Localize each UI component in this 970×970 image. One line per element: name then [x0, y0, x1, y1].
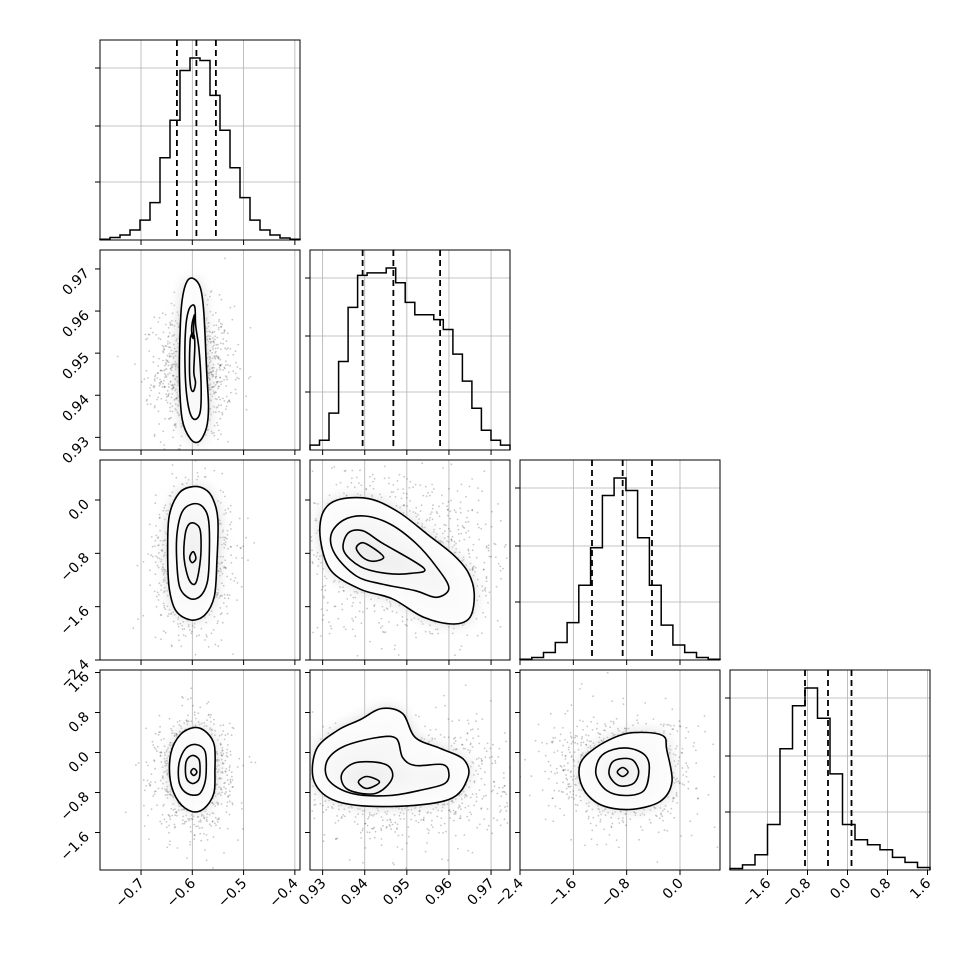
x-tick-label: 0.8	[867, 876, 894, 903]
panel-frame	[519, 459, 721, 661]
panel-frame	[309, 459, 511, 661]
x-tick-label: −0.5	[215, 876, 250, 911]
contour-line-4	[178, 277, 210, 444]
y-tick-label: 0.96	[59, 308, 92, 341]
panel-frame	[99, 669, 301, 871]
histogram-panel-0	[95, 39, 301, 245]
scatter-panel-0-3: −0.7 −0.6 −0.5 −0.4−1.6−0.80.00.81.6	[57, 669, 301, 911]
y-tick-label: 0.95	[59, 350, 92, 383]
y-tick-label: −0.8	[57, 550, 92, 585]
contour-line-2	[342, 529, 426, 575]
x-tick-label: −0.7	[112, 876, 147, 911]
scatter-panel-1-2	[305, 459, 511, 665]
y-tick-label: 0.0	[66, 497, 93, 524]
density-backdrop	[578, 732, 673, 810]
x-tick-label: −0.8	[598, 876, 633, 911]
panel-frame	[99, 459, 301, 661]
contour-line-1	[616, 766, 629, 778]
histogram-panel-1	[305, 249, 511, 455]
x-tick-label: −0.4	[266, 875, 301, 910]
x-tick-label: −0.8	[779, 876, 814, 911]
density-backdrop	[319, 497, 475, 624]
contour-line-4	[168, 726, 216, 813]
histogram-bars	[729, 687, 931, 870]
contour-line-2	[608, 757, 640, 787]
histogram-bars	[309, 267, 511, 450]
scatter-panel-0-1: 0.93 0.94 0.95 0.96 0.97	[59, 249, 301, 467]
contour-line-4	[311, 707, 470, 808]
x-tick-label: 0.95	[380, 876, 413, 909]
contour-line-3	[329, 515, 450, 599]
contour-line-1	[189, 767, 198, 777]
x-tick-label: −1.6	[739, 875, 774, 910]
y-tick-label: 0.93	[59, 434, 92, 467]
panel-frame	[309, 669, 511, 871]
scatter-panel-1-3: 0.93 0.94 0.95 0.96 0.97	[296, 669, 511, 909]
y-tick-label: −1.6	[57, 603, 92, 638]
contour-line-2	[340, 760, 394, 795]
contour-line-3	[324, 735, 450, 797]
panel-frame	[99, 249, 301, 451]
x-tick-label: 0.93	[296, 876, 329, 909]
x-tick-label: −1.6	[545, 875, 580, 910]
contour-line-1	[190, 313, 196, 340]
y-tick-label: −1.6	[57, 829, 92, 864]
contour-line-4	[166, 485, 219, 621]
panel-frame	[99, 39, 301, 241]
x-tick-label: 0.0	[660, 876, 687, 903]
x-tick-label: −0.6	[164, 875, 199, 910]
histogram-bars	[519, 477, 721, 661]
contour-line-2	[188, 332, 197, 393]
histogram-bars	[99, 57, 301, 241]
contour-line-3	[175, 502, 211, 601]
x-tick-label: 0.97	[465, 876, 498, 909]
y-tick-label: −0.8	[57, 789, 92, 824]
scatter-panel-2-3: −2.4 −1.6 −0.8 0.0	[491, 669, 721, 911]
contour-line-2	[184, 754, 201, 785]
contour-line-1	[355, 541, 385, 563]
density-backdrop	[312, 708, 469, 807]
y-tick-label: 0.8	[66, 709, 93, 736]
panel-frame	[729, 669, 931, 871]
histogram-panel-2	[515, 459, 721, 665]
x-tick-label: −2.4	[491, 875, 526, 910]
y-tick-label: 0.0	[66, 749, 93, 776]
scatter-panel-0-2: −2.4−1.6−0.80.0	[57, 459, 301, 692]
y-tick-label: 0.97	[59, 265, 92, 298]
x-tick-label: 1.6	[907, 875, 934, 902]
histogram-panel-3: −1.6 −0.8 0.0 0.8 1.6	[725, 669, 934, 911]
x-tick-label: 0.96	[422, 875, 455, 908]
contour-line-1	[188, 550, 197, 564]
panel-frame	[519, 669, 721, 871]
x-tick-label: 0.94	[338, 875, 371, 908]
contour-line-2	[183, 522, 202, 586]
contour-line-3	[594, 747, 651, 797]
contour-line-4	[319, 496, 476, 625]
contour-line-3	[184, 304, 203, 421]
contour-line-3	[177, 743, 208, 797]
contour-line-4	[578, 731, 673, 811]
x-tick-label: 0.0	[827, 876, 854, 903]
panel-frame	[309, 249, 511, 451]
contour-line-1	[357, 775, 381, 790]
y-tick-label: 0.94	[59, 392, 92, 425]
